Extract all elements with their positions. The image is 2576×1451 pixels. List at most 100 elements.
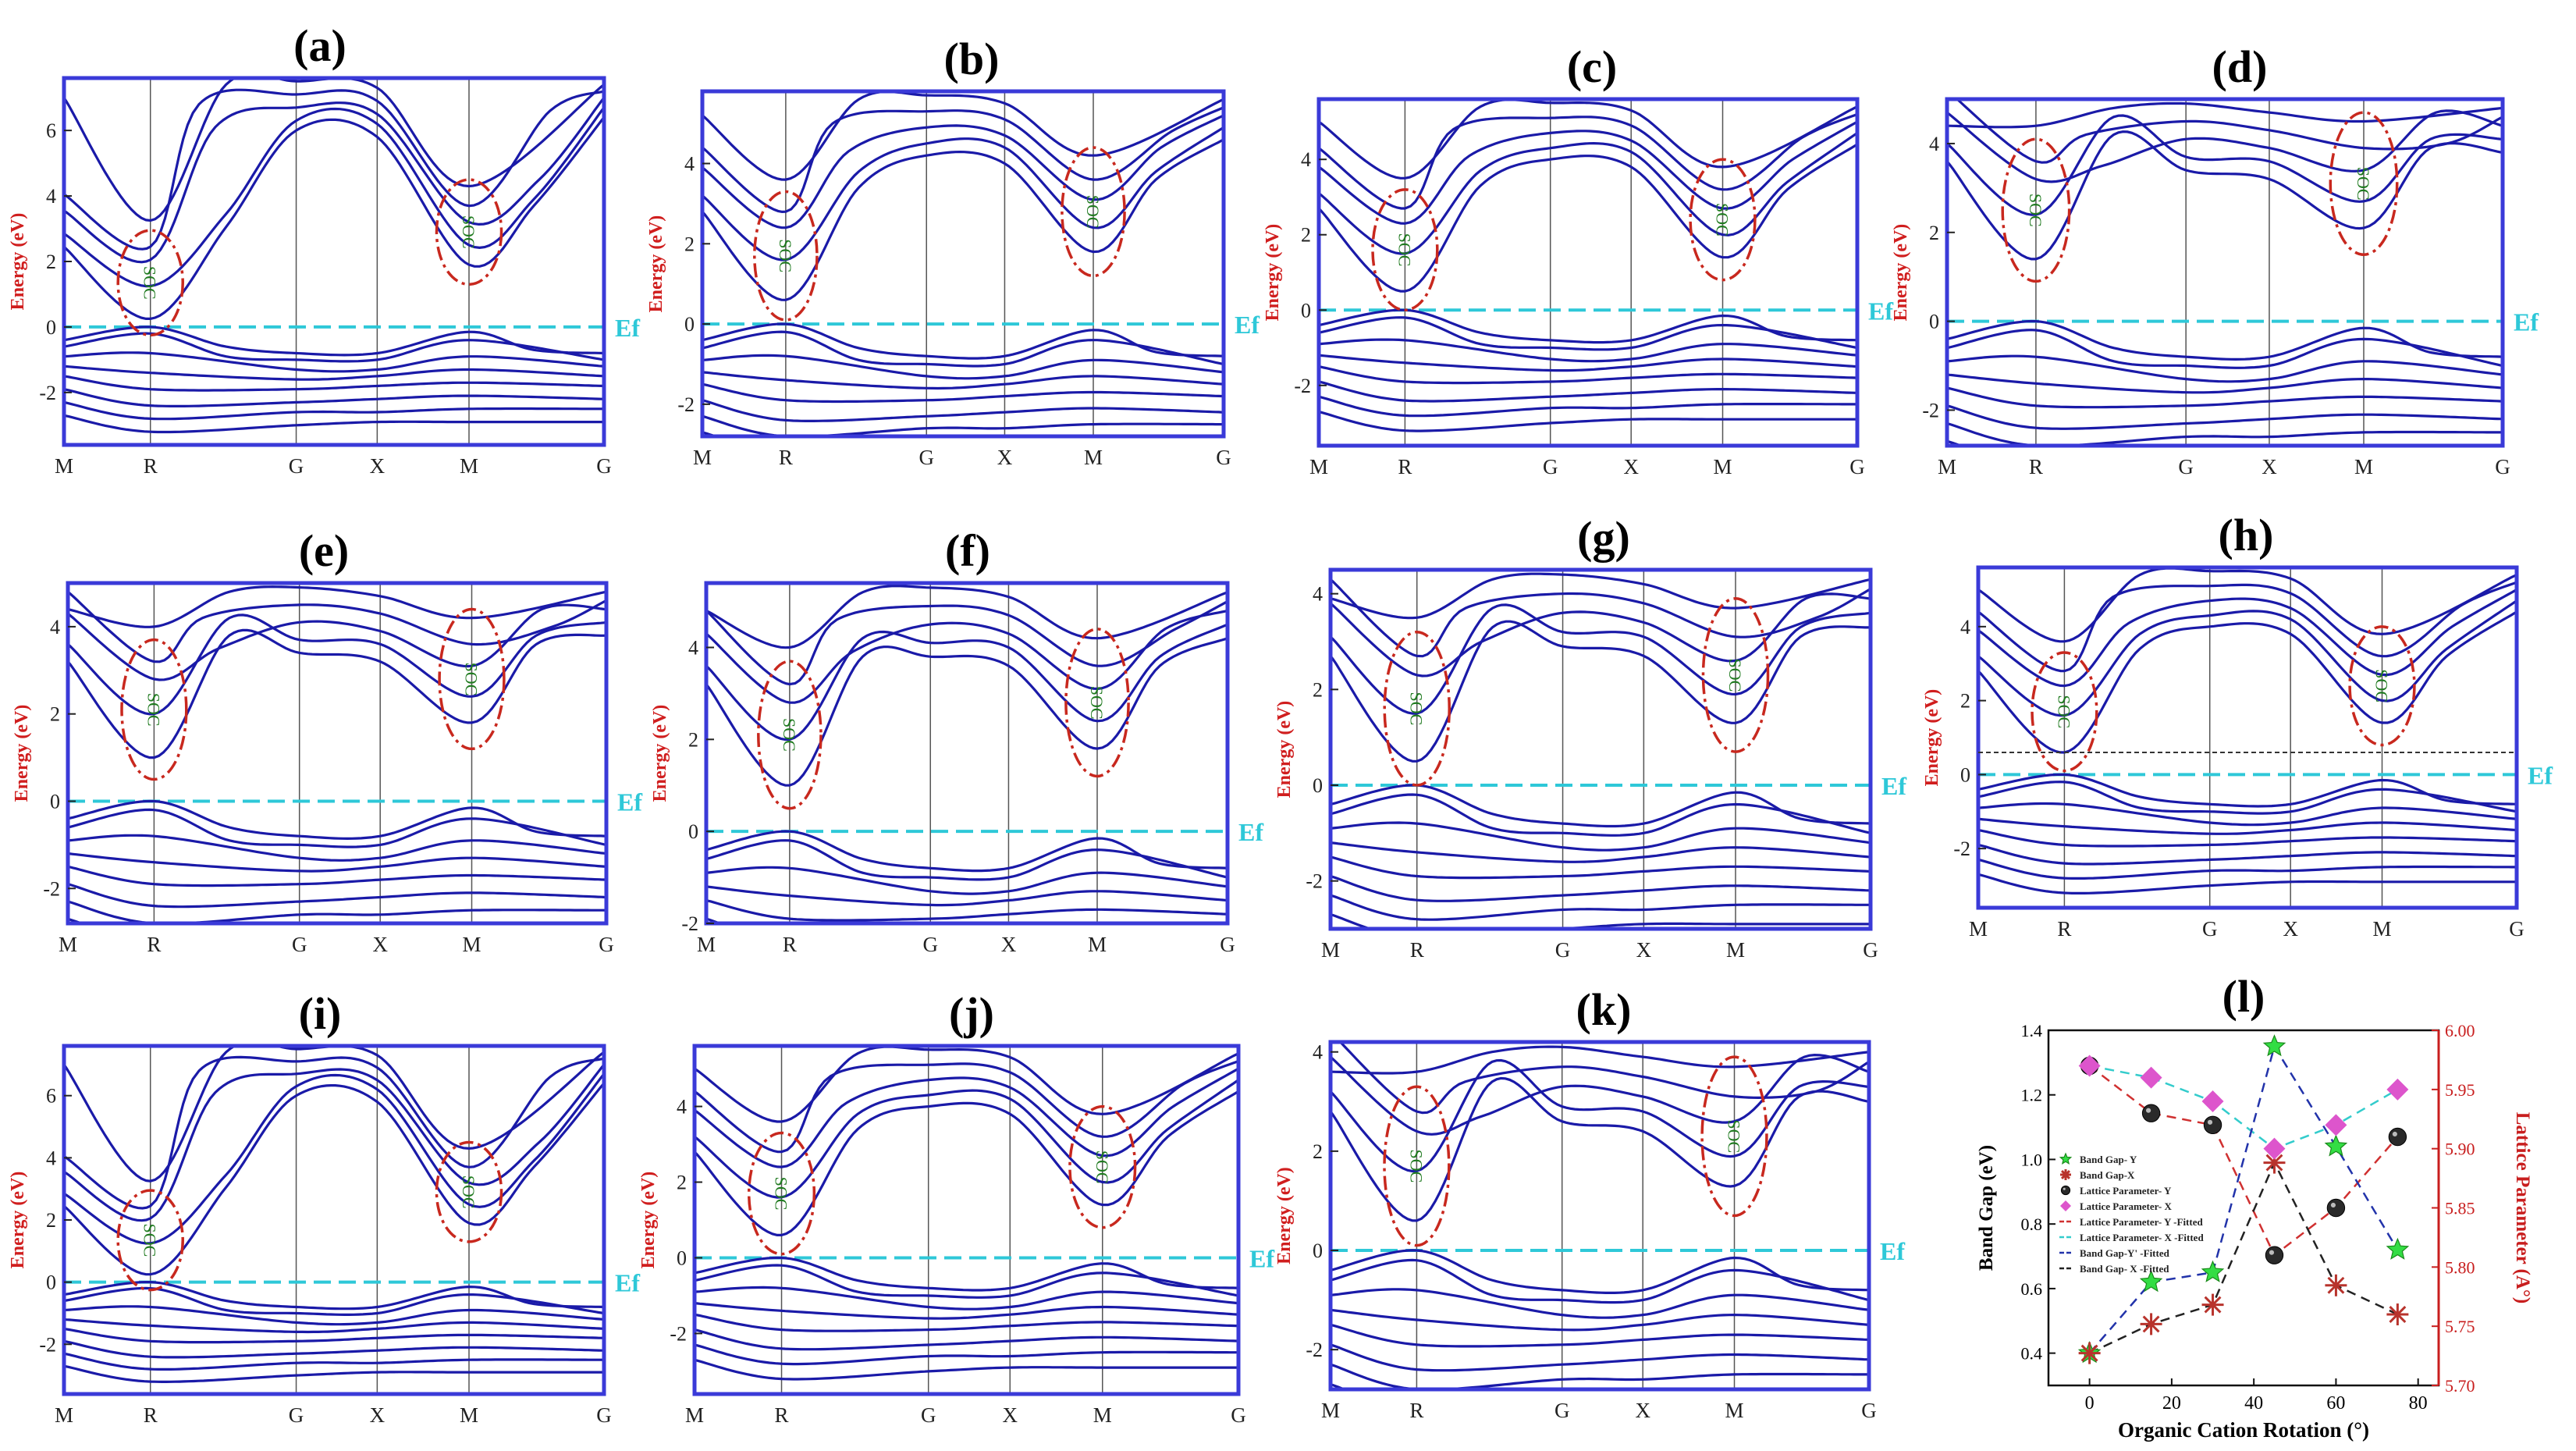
valence-band [702, 330, 1224, 368]
y2-tick-label: 5.70 [2445, 1376, 2475, 1396]
bands-b [702, 91, 1224, 436]
valence-band [706, 839, 1228, 881]
conduction-band [1331, 603, 1871, 715]
soc-label: SOC [772, 1177, 791, 1211]
soc-label: SOC [1087, 686, 1107, 720]
soc-label: SOC [1407, 692, 1427, 725]
kpoint-label: M [1084, 446, 1103, 469]
legend-item: Band Gap-X [2080, 1169, 2135, 1181]
fermi-label: Ef [1881, 772, 1906, 800]
fermi-label: Ef [1868, 297, 1893, 325]
soc-ellipse [757, 660, 823, 810]
bands-g [1331, 570, 1871, 929]
kpoint-label: G [921, 1403, 936, 1427]
soc-ellipse [2329, 111, 2399, 256]
y-tick-label: 4 [46, 185, 56, 208]
y-tick-label: 0 [46, 1271, 56, 1294]
valence-band [64, 1281, 604, 1311]
panel-title-c: (c) [1567, 41, 1617, 92]
conduction-band [1947, 130, 2503, 261]
y-tick-label: 0 [46, 316, 56, 339]
soc-ellipse [1383, 630, 1451, 787]
kpoint-label: G [1863, 938, 1878, 962]
soc-ellipse [1371, 188, 1439, 312]
y2-tick-label: 5.90 [2445, 1140, 2475, 1159]
fermi-label: Ef [615, 1269, 640, 1297]
conduction-band [64, 116, 604, 320]
kpoint-label: X [372, 933, 388, 956]
valence-band [64, 1339, 604, 1359]
kpoint-label: M [685, 1403, 704, 1427]
bands-i [64, 1046, 604, 1394]
kpoint-label: G [292, 933, 307, 956]
bands-k [1331, 1042, 1869, 1389]
kpoint-label: M [1938, 455, 1956, 478]
conduction-band [1331, 572, 1871, 620]
y2-tick-label: 5.95 [2445, 1080, 2475, 1100]
valence-band [64, 1364, 604, 1383]
conduction-band [64, 1063, 604, 1222]
data-point [2059, 1152, 2073, 1165]
band-panel-k: (k) -2 0 2 4 Energy (eV) M R G X M G Ef SOC SOC [1274, 984, 1905, 1422]
conduction-band [695, 1090, 1238, 1236]
valence-band [695, 1302, 1238, 1320]
kpoint-label: G [1231, 1403, 1246, 1427]
kpoint-label: G [289, 454, 304, 478]
kpoint-label: M [1309, 455, 1328, 478]
valence-band [702, 382, 1224, 404]
y-tick-label: 0 [688, 820, 698, 843]
energy-axis-label: Energy (eV) [646, 215, 666, 313]
data-point [2326, 1198, 2346, 1218]
valence-band [1319, 308, 1857, 344]
energy-axis-label: Energy (eV) [1891, 224, 1911, 322]
data-point-highlight [2145, 1108, 2151, 1113]
fit-line [2089, 1160, 2398, 1354]
conduction-band [1978, 610, 2517, 754]
y-tick-label: 4 [688, 636, 698, 659]
panel-title-g: (g) [1577, 512, 1630, 563]
x-tick-label: 40 [2244, 1393, 2263, 1414]
data-point [2325, 1114, 2347, 1136]
soc-label: SOC [459, 215, 478, 249]
data-point [2262, 1034, 2286, 1057]
kpoint-label: G [1555, 938, 1571, 962]
conduction-band [1978, 581, 2517, 673]
valence-band [1978, 817, 2517, 835]
conduction-band [68, 585, 606, 628]
soc-label: SOC [1395, 233, 1414, 267]
y2-tick-label: 6.00 [2445, 1021, 2475, 1040]
kpoint-label: G [599, 933, 614, 956]
kpoint-label: M [460, 454, 478, 478]
kpoint-label: M [1088, 933, 1107, 956]
kpoint-label: G [596, 1403, 612, 1427]
data-point [2078, 1054, 2101, 1077]
valence-band [64, 351, 604, 373]
x-tick-label: 20 [2162, 1393, 2181, 1414]
kpoint-label: M [1321, 1399, 1340, 1422]
band-panel-e: (e) -2 0 2 4 Energy (eV) M R G X M G Ef SOC SOC [12, 525, 642, 956]
soc-label: SOC [1083, 195, 1103, 229]
kpoint-label: G [289, 1403, 304, 1427]
y-tick-label: 2 [1301, 224, 1311, 247]
conduction-band [706, 585, 1228, 649]
conduction-band [1331, 592, 1871, 677]
conduction-band [1338, 1042, 1869, 1115]
soc-label: SOC [780, 718, 799, 752]
y-tick-label: 6 [46, 119, 56, 142]
plot-frame [66, 581, 609, 926]
bands-h [1978, 567, 2517, 908]
data-point [2060, 1169, 2071, 1180]
valence-band [1947, 373, 2503, 394]
y-tick-label: 4 [1313, 583, 1323, 606]
y-tick-label: 0 [1929, 311, 1939, 333]
valence-band [1331, 1363, 1869, 1389]
data-point-highlight [2269, 1250, 2275, 1255]
conduction-band [1319, 112, 1857, 210]
valence-band [1947, 404, 2503, 430]
data-point [2141, 1104, 2161, 1122]
soc-ellipse [1701, 597, 1770, 753]
kpoint-label: M [2354, 455, 2373, 478]
valence-band [64, 325, 604, 357]
valence-band [1319, 354, 1857, 372]
